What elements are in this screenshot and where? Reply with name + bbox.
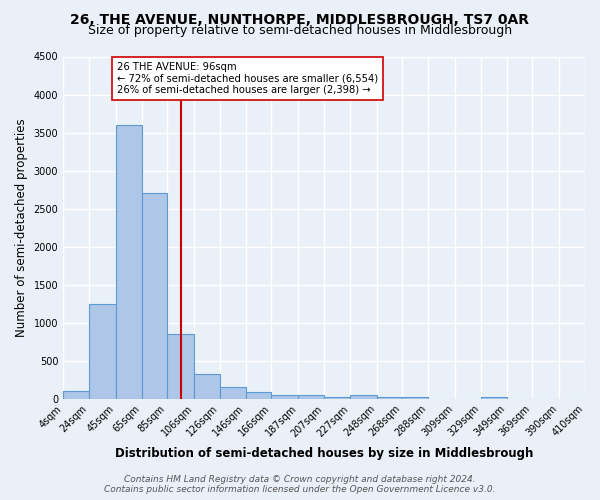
Bar	[167, 334, 194, 399]
Text: Size of property relative to semi-detached houses in Middlesbrough: Size of property relative to semi-detach…	[88, 24, 512, 37]
Bar	[220, 386, 245, 399]
Bar	[271, 395, 298, 399]
Bar	[350, 395, 377, 399]
Bar	[245, 392, 271, 399]
Bar	[194, 374, 220, 399]
Bar	[403, 396, 428, 399]
Bar	[63, 391, 89, 399]
X-axis label: Distribution of semi-detached houses by size in Middlesbrough: Distribution of semi-detached houses by …	[115, 447, 533, 460]
Text: 26, THE AVENUE, NUNTHORPE, MIDDLESBROUGH, TS7 0AR: 26, THE AVENUE, NUNTHORPE, MIDDLESBROUGH…	[71, 12, 530, 26]
Bar	[89, 304, 116, 399]
Text: Contains HM Land Registry data © Crown copyright and database right 2024.
Contai: Contains HM Land Registry data © Crown c…	[104, 474, 496, 494]
Text: 26 THE AVENUE: 96sqm
← 72% of semi-detached houses are smaller (6,554)
26% of se: 26 THE AVENUE: 96sqm ← 72% of semi-detac…	[117, 62, 378, 95]
Bar	[377, 396, 403, 399]
Bar	[324, 396, 350, 399]
Bar	[481, 396, 506, 399]
Bar	[298, 395, 324, 399]
Bar	[142, 194, 167, 399]
Bar	[116, 125, 142, 399]
Y-axis label: Number of semi-detached properties: Number of semi-detached properties	[15, 118, 28, 337]
